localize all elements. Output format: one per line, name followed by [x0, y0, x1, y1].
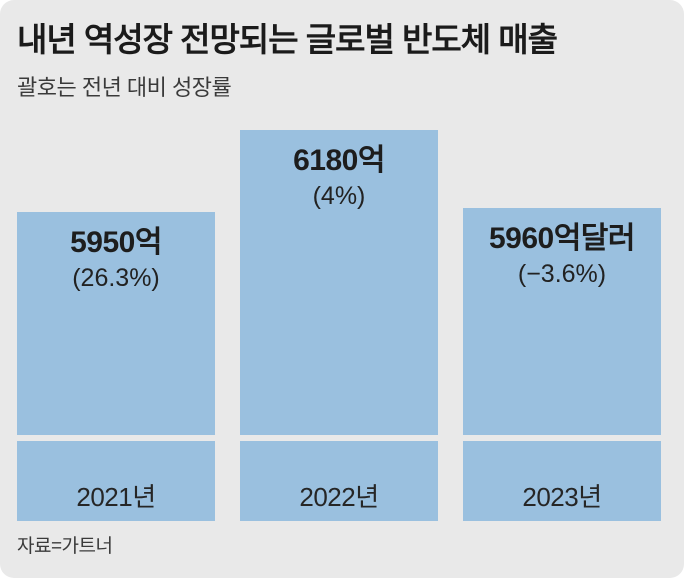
bar-year-label-2023: 2023년 — [522, 481, 602, 512]
bar-value-2023: 5960억달러 — [488, 222, 636, 255]
bar-growth-2023: (−3.6%) — [517, 260, 607, 288]
chart-title: 내년 역성장 전망되는 글로벌 반도체 매출 — [17, 21, 558, 58]
bar-year-label-2021: 2021년 — [76, 481, 156, 512]
bar-2022: 6180억 (4%) — [240, 130, 438, 435]
bar-chart: 5950억 (26.3%) 2021년 6180억 (4%) 2022년 596… — [17, 130, 661, 521]
bar-2021: 5950억 (26.3%) — [17, 212, 215, 435]
bar-growth-2022: (4%) — [312, 182, 366, 210]
bar-year-label-2022: 2022년 — [299, 481, 379, 512]
bar-year-block-2023: 2023년 — [463, 441, 661, 521]
bar-growth-2021: (26.3%) — [72, 264, 160, 292]
bar-value-2022: 6180억 — [293, 144, 385, 177]
bar-year-block-2022: 2022년 — [240, 441, 438, 521]
bar-column-2023: 5960억달러 (−3.6%) 2023년 — [463, 208, 661, 521]
bar-2023: 5960억달러 (−3.6%) — [463, 208, 661, 435]
chart-subtitle: 괄호는 전년 대비 성장률 — [17, 75, 232, 100]
bar-value-2021: 5950억 — [70, 226, 162, 259]
bar-column-2021: 5950억 (26.3%) 2021년 — [17, 212, 215, 521]
source-credit: 자료=가트너 — [17, 536, 113, 557]
bar-year-block-2021: 2021년 — [17, 441, 215, 521]
bar-column-2022: 6180억 (4%) 2022년 — [240, 130, 438, 521]
